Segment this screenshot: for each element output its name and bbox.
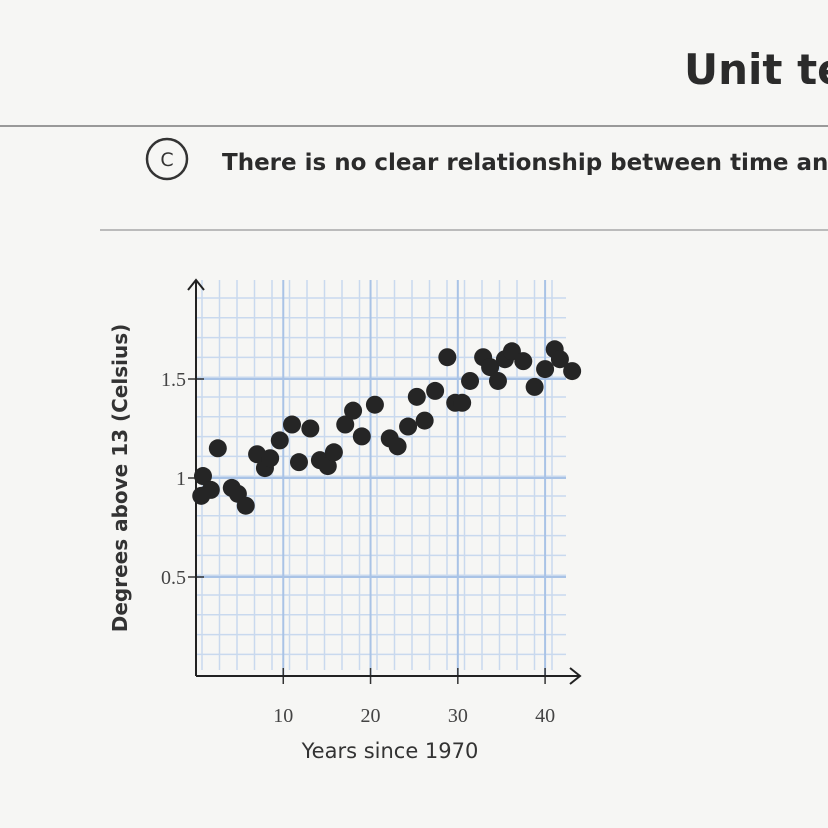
point: [324, 443, 343, 462]
point: [301, 419, 320, 438]
point: [365, 395, 384, 414]
option-text[interactable]: There is no clear relationship between t…: [222, 150, 828, 176]
x-tick-label: 30: [448, 705, 468, 727]
point: [399, 417, 418, 436]
point: [289, 453, 308, 472]
point: [488, 371, 507, 390]
point: [563, 362, 582, 381]
y-axis-label: Degrees above 13 (Celsius): [108, 324, 132, 633]
point: [426, 381, 445, 400]
point: [193, 467, 212, 486]
y-tick-label: 1: [176, 468, 186, 490]
point: [344, 401, 363, 420]
x-axis-label: Years since 1970: [301, 739, 479, 763]
page-title: Unit te: [684, 45, 828, 94]
point: [261, 449, 280, 468]
point: [336, 415, 355, 434]
point: [550, 350, 569, 369]
plot: 0.5 1 1.5 10 20 30 40 Years since 1970 Degrees a…: [108, 278, 582, 763]
option-radio[interactable]: [145, 137, 189, 181]
x-tick-label: 40: [535, 705, 555, 727]
point: [453, 393, 472, 412]
point: [481, 358, 500, 377]
point: [388, 437, 407, 456]
point: [270, 431, 289, 450]
point: [352, 427, 371, 446]
point: [415, 411, 434, 430]
x-axis: [196, 667, 582, 685]
x-tick-label: 20: [361, 705, 381, 727]
point: [461, 371, 480, 390]
point: [514, 352, 533, 371]
point: [407, 387, 426, 406]
point: [525, 377, 544, 396]
point: [192, 486, 211, 505]
point: [536, 360, 555, 379]
point: [236, 496, 255, 515]
y-tick-label: 1.5: [161, 369, 186, 391]
point: [208, 439, 227, 458]
x-tick-label: 10: [273, 705, 293, 727]
point: [283, 415, 301, 434]
option-letter: C: [160, 149, 173, 171]
point: [438, 348, 457, 367]
y-tick-label: 0.5: [161, 567, 186, 589]
point: [318, 457, 337, 476]
